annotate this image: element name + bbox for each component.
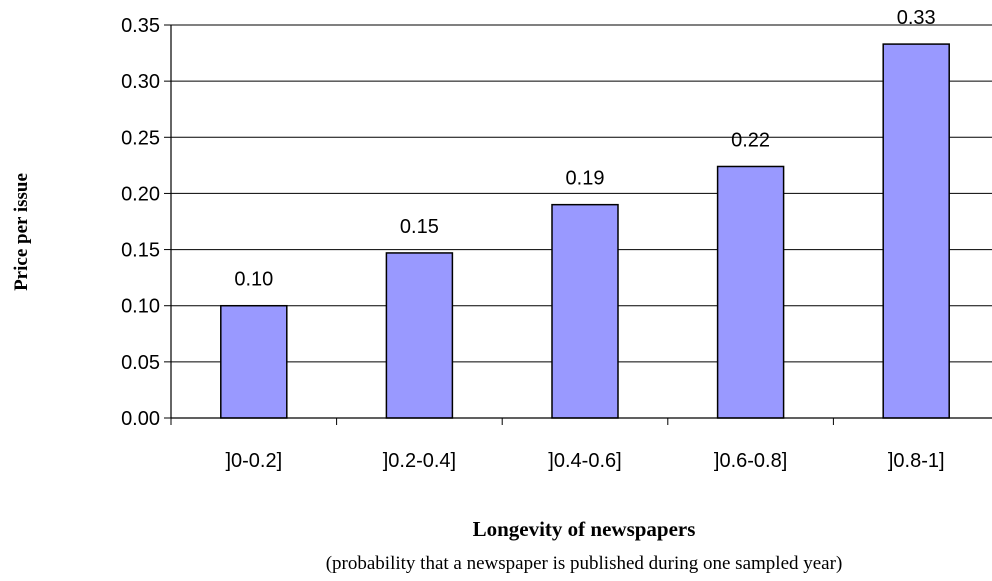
x-axis-sublabel: (probability that a newspaper is publish… <box>326 553 843 574</box>
bar <box>551 203 619 419</box>
bar <box>385 252 454 419</box>
y-tick-labels: 0.00 0.05 0.10 0.15 0.20 0.25 0.30 0.35 <box>121 15 160 430</box>
data-label: 0.22 <box>731 129 770 151</box>
x-axis-label: Longevity of newspapers <box>473 517 696 541</box>
data-label: 0.10 <box>234 269 273 291</box>
y-tick-label: 0.35 <box>121 15 160 37</box>
x-tick-label: ]0.8-1] <box>888 450 945 472</box>
bar <box>220 304 288 419</box>
x-tick-label: ]0-0.2] <box>225 450 282 472</box>
y-tick-label: 0.10 <box>121 296 160 318</box>
x-tick-label: ]0.4-0.6] <box>548 450 621 472</box>
y-tick-label: 0.20 <box>121 183 160 205</box>
x-tick-labels: ]0-0.2] ]0.2-0.4] ]0.4-0.6] ]0.6-0.8] ]0.8-1… <box>225 450 944 472</box>
data-label: 0.33 <box>897 7 936 29</box>
y-tick-label: 0.00 <box>121 408 160 430</box>
axes <box>164 24 992 425</box>
y-axis-label: Price per issue <box>11 173 32 291</box>
x-tick-label: ]0.2-0.4] <box>383 450 456 472</box>
data-label: 0.15 <box>400 216 439 238</box>
bar <box>882 43 950 419</box>
data-label: 0.19 <box>566 168 605 190</box>
y-tick-label: 0.30 <box>121 71 160 93</box>
x-tick-label: ]0.6-0.8] <box>714 450 787 472</box>
bar <box>716 165 785 419</box>
data-labels: 0.10 0.15 0.19 0.22 0.33 <box>234 7 935 291</box>
y-tick-label: 0.25 <box>121 127 160 149</box>
y-tick-label: 0.05 <box>121 352 160 374</box>
bars <box>220 43 950 419</box>
y-tick-label: 0.15 <box>121 240 160 262</box>
